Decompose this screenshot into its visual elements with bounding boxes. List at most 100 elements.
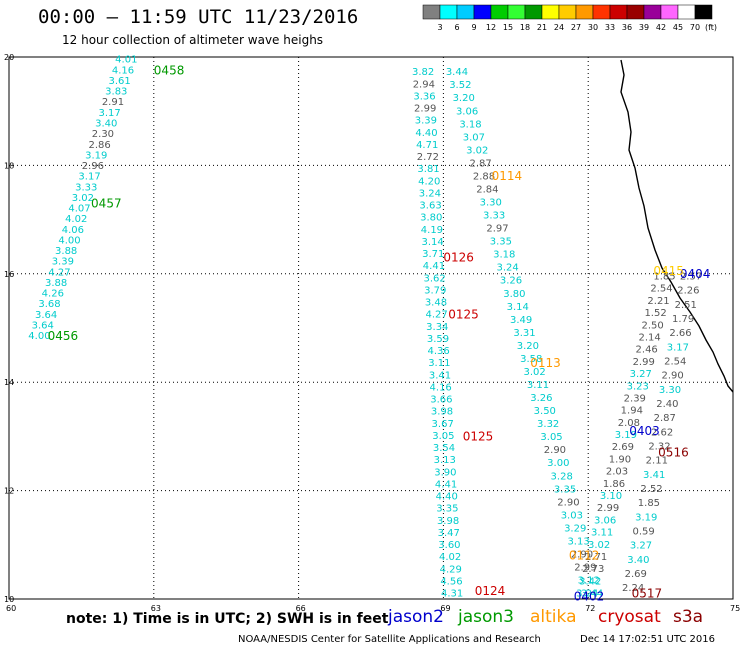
wave-height-value: 2.90 [571, 549, 593, 560]
x-tick-label: 66 [296, 604, 306, 613]
wave-height-value: 3.64 [35, 310, 57, 321]
wave-height-value: 1.86 [603, 479, 625, 490]
wave-height-value: 3.90 [434, 467, 456, 478]
wave-height-value: 3.31 [513, 328, 535, 339]
wave-height-value: 2.99 [574, 563, 596, 574]
wave-height-value: 3.36 [413, 91, 435, 102]
colorscale-label: 39 [639, 23, 649, 32]
wave-height-value: 3.35 [436, 504, 458, 515]
wave-height-value: 1.79 [672, 314, 694, 325]
wave-height-value: 3.39 [415, 116, 437, 127]
wave-height-value: 3.60 [438, 540, 460, 551]
wave-height-value: 4.29 [440, 564, 462, 575]
wave-height-value: 3.06 [594, 515, 616, 526]
wave-height-value: 2.54 [650, 284, 672, 295]
wave-height-value: 3.02 [72, 193, 94, 204]
wave-height-value: 3.41 [643, 470, 665, 481]
wave-height-value: 4.56 [440, 576, 462, 587]
x-tick-label: 75 [730, 604, 740, 613]
wave-height-value: 2.73 [582, 564, 604, 575]
wave-height-value: 3.11 [591, 528, 613, 539]
wave-height-value: 3.24 [496, 263, 518, 274]
colorscale-swatch [541, 4, 560, 20]
wave-height-value: 2.52 [640, 484, 662, 495]
orbit-time-label: 0114 [492, 169, 523, 183]
orbit-time-label: 0403 [629, 424, 660, 438]
wave-height-value: 4.36 [428, 346, 450, 357]
wave-height-value: 3.54 [433, 443, 455, 454]
wave-height-value: 3.27 [630, 541, 652, 552]
wave-height-value: 2.71 [585, 552, 607, 563]
wave-height-value: 3.26 [530, 393, 552, 404]
wave-height-value: 3.11 [428, 358, 450, 369]
colorscale-swatch [660, 4, 679, 20]
wave-height-value: 0.59 [633, 526, 655, 537]
x-tick-label: 72 [585, 604, 595, 613]
wave-height-value: 3.42 [579, 576, 601, 587]
colorscale-label: 70 [690, 23, 700, 32]
wave-height-value: 2.99 [633, 357, 655, 368]
footer-credit: NOAA/NESDIS Center for Satellite Applica… [238, 634, 541, 645]
page-title: 00:00 – 11:59 UTC 11/23/2016 [38, 6, 359, 28]
wave-height-value: 3.80 [420, 213, 442, 224]
wave-height-value: 3.61 [109, 76, 131, 87]
wave-height-value: 4.19 [421, 225, 443, 236]
wave-height-value: 4.00 [58, 235, 80, 246]
wave-height-value: 4.27 [48, 267, 70, 278]
wave-height-value: 3.13 [434, 455, 456, 466]
wave-height-value: 3.02 [588, 540, 610, 551]
wave-height-value: 2.54 [664, 357, 686, 368]
wave-height-value: 2.14 [639, 332, 661, 343]
wave-height-value: 2.03 [606, 467, 628, 478]
orbit-time-label: 0516 [658, 446, 689, 460]
wave-height-value: 3.20 [453, 93, 475, 104]
colorscale-swatch [626, 4, 645, 20]
wave-height-value: 4.31 [441, 589, 463, 600]
wave-height-value: 2.87 [654, 413, 676, 424]
wave-height-value: 3.33 [483, 211, 505, 222]
colorscale-label: 6 [454, 23, 459, 32]
wave-height-value: 3.33 [75, 182, 97, 193]
wave-height-value: 3.27 [630, 369, 652, 380]
wave-height-value: 3.14 [421, 237, 443, 248]
colorscale-swatch [558, 4, 577, 20]
legend-cryosat: cryosat [598, 607, 661, 627]
wave-height-value: 3.66 [430, 395, 452, 406]
wave-height-value: 3.88 [45, 278, 67, 289]
y-tick-label: 10 [4, 595, 14, 604]
wave-height-value: 4.71 [416, 140, 438, 151]
wave-height-value: 1.85 [638, 498, 660, 509]
colorscale-swatch [694, 4, 713, 20]
wave-height-value: 4.07 [68, 204, 90, 215]
wave-height-value: 3.48 [425, 298, 447, 309]
wave-height-value: 4.02 [65, 214, 87, 225]
wave-height-value: 3.79 [424, 285, 446, 296]
orbit-time-label: 0113 [530, 356, 561, 370]
wave-height-value: 2.08 [618, 418, 640, 429]
wave-height-value: 3.17 [78, 172, 100, 183]
legend-s3a: s3a [673, 607, 704, 627]
colorscale-swatch [422, 4, 441, 20]
wave-height-value: 3.18 [459, 119, 481, 130]
wave-height-value: 3.58 [520, 354, 542, 365]
wave-height-value: 2.57 [680, 272, 702, 283]
wave-height-value: 1.90 [609, 454, 631, 465]
colorscale-unit: (ft) [705, 23, 717, 32]
colorscale-label: 24 [554, 23, 564, 32]
wave-height-value: 4.00 [28, 331, 50, 342]
wave-height-value: 3.06 [456, 106, 478, 117]
wave-height-value: 4.40 [436, 492, 458, 503]
wave-height-value: 3.11 [527, 380, 549, 391]
colorscale-swatch [456, 4, 475, 20]
wave-height-value: 3.52 [449, 80, 471, 91]
wave-height-value: 3.02 [466, 145, 488, 156]
wave-height-value: 3.44 [446, 67, 468, 78]
wave-height-value: 2.51 [675, 300, 697, 311]
wave-height-value: 4.16 [112, 65, 134, 76]
y-tick-label: 12 [4, 487, 14, 496]
wave-height-value: 3.62 [423, 273, 445, 284]
colorscale-label: 18 [520, 23, 530, 32]
wave-height-value: 2.30 [92, 129, 114, 140]
orbit-time-label: 0415 [653, 264, 684, 278]
wave-height-value: 4.27 [425, 310, 447, 321]
